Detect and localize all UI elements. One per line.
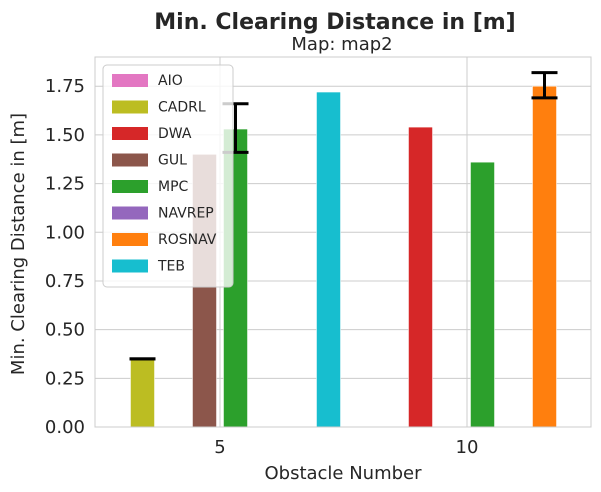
legend-label-rosnav: ROSNAV — [158, 232, 217, 248]
bar-cadrl-5 — [130, 358, 155, 428]
y-tick-label: 1.00 — [45, 222, 85, 243]
bar-mpc-10 — [470, 161, 495, 428]
chart-title: Min. Clearing Distance in [m] — [154, 10, 515, 35]
y-tick-label: 1.25 — [45, 174, 85, 195]
bar-teb-5 — [316, 91, 341, 428]
y-tick-label: 0.75 — [45, 271, 85, 292]
legend-label-aio: AIO — [158, 73, 183, 89]
y-tick-label: 0.25 — [45, 368, 85, 389]
legend: AIO CADRL DWA GUL MPC NAVREP ROSNAV TEB — [102, 64, 234, 288]
y-tick-label: 1.50 — [45, 125, 85, 146]
y-tick-label: 0.50 — [45, 320, 85, 341]
tick-labels: 0.00 0.25 0.50 0.75 1.00 1.25 1.50 1.75 5 10 — [45, 76, 479, 458]
bar-rosnav-10 — [532, 85, 557, 428]
plot-frame — [94, 56, 592, 428]
x-tick-label: 10 — [456, 437, 479, 458]
legend-swatch-mpc — [112, 180, 148, 193]
legend-box — [102, 64, 234, 288]
y-tick-label: 1.75 — [45, 76, 85, 97]
legend-swatch-cadrl — [112, 100, 148, 114]
legend-swatch-teb — [112, 259, 148, 273]
legend-label-dwa: DWA — [158, 126, 192, 142]
legend-label-cadrl: CADRL — [158, 100, 206, 116]
legend-swatch-aio — [112, 74, 148, 87]
legend-swatch-gul — [112, 153, 148, 167]
legend-swatch-rosnav — [112, 233, 148, 246]
chart-subtitle: Map: map2 — [291, 34, 392, 55]
x-axis-label: Obstacle Number — [264, 463, 422, 484]
legend-label-navrep: NAVREP — [158, 206, 214, 222]
legend-swatch-navrep — [112, 206, 148, 220]
legend-swatch-dwa — [112, 127, 148, 140]
legend-label-gul: GUL — [158, 153, 187, 169]
y-tick-label: 0.00 — [45, 417, 85, 438]
legend-label-teb: TEB — [157, 259, 185, 275]
bar-dwa-10 — [408, 126, 433, 428]
legend-label-mpc: MPC — [158, 179, 189, 195]
x-tick-label: 5 — [214, 437, 225, 458]
y-axis-label: Min. Clearing Distance in [m] — [8, 113, 29, 375]
